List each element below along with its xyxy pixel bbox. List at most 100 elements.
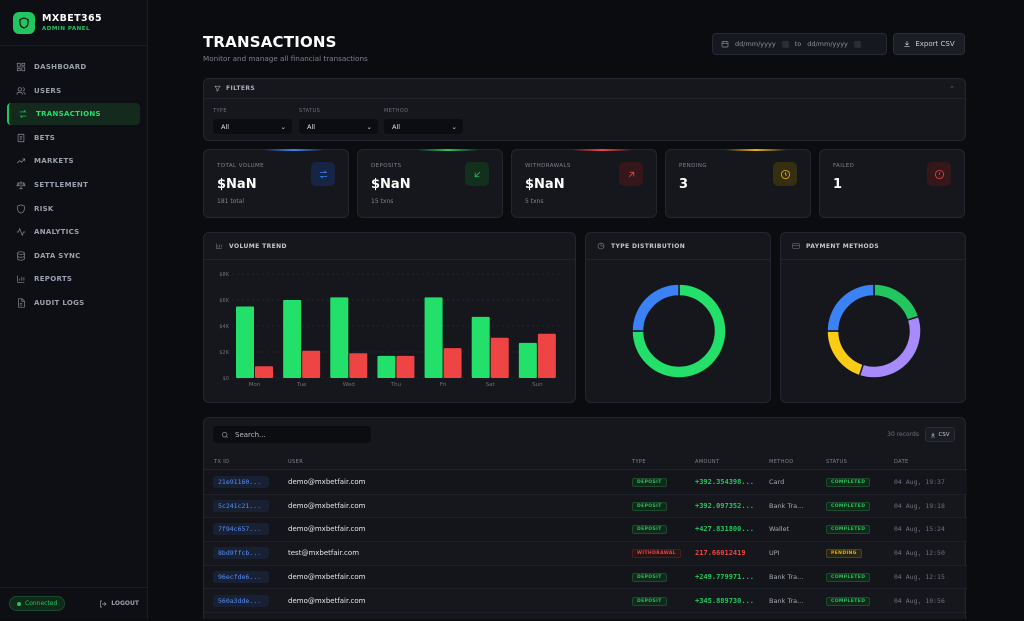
user-email: test@mxbetfair.com	[288, 549, 360, 558]
chevron-up-icon[interactable]: ⌃	[949, 85, 955, 93]
stat-sub: 181 total	[217, 198, 245, 205]
bar	[377, 355, 396, 378]
nav-item-bets[interactable]: BETS	[7, 127, 140, 149]
date: 04 Aug, 12:15	[894, 572, 945, 581]
brand: MXBET365 ADMIN PANEL	[0, 0, 147, 46]
nav-item-data-sync[interactable]: DATA SYNC	[7, 245, 140, 267]
stat-value: 1	[833, 177, 843, 192]
method: Wallet	[769, 525, 790, 534]
filter-type: TYPE All ⌄	[213, 108, 292, 134]
bar	[349, 353, 368, 378]
y-tick-label: $6K	[219, 298, 229, 304]
tx-id[interactable]: 560a3dde...	[213, 594, 269, 607]
status-select[interactable]: All ⌄	[299, 119, 378, 134]
nav-item-markets[interactable]: MARKETS	[7, 150, 140, 172]
panel-title: VOLUME TREND	[229, 242, 287, 250]
bar	[396, 355, 415, 378]
tx-id[interactable]: 5c241c21...	[213, 499, 269, 512]
y-tick-label: $2K	[219, 350, 229, 356]
nav-item-reports[interactable]: REPORTS	[7, 268, 140, 290]
table-row[interactable]: 5c241c21... demo@mxbetfair.com DEPOSIT +392…	[204, 495, 967, 519]
filter-label: STATUS	[299, 108, 321, 114]
type-distribution-panel: TYPE DISTRIBUTION	[585, 232, 771, 403]
stat-card-pending: PENDING 3	[665, 149, 811, 218]
card-glow	[572, 149, 632, 151]
table-row[interactable]: 96ecfde6... demo@mxbetfair.com DEPOSIT +249…	[204, 565, 967, 590]
nav-item-dashboard[interactable]: DASHBOARD	[7, 56, 140, 78]
search-input[interactable]: Search...	[213, 426, 371, 443]
export-csv-button[interactable]: Export CSV	[893, 33, 965, 55]
stat-card-failed: FAILED 1	[819, 149, 965, 218]
shield-icon	[17, 204, 25, 214]
user-email: demo@mxbetfair.com	[288, 596, 366, 605]
nav-item-audit-logs[interactable]: AUDIT LOGS	[7, 292, 140, 314]
csv-button[interactable]: CSV	[925, 427, 955, 442]
date: 04 Aug, 19:37	[894, 478, 945, 486]
nav-label: DATA SYNC	[34, 251, 81, 260]
tx-id[interactable]: 8bd9ffcb...	[213, 547, 269, 560]
arrow-down-left-icon	[465, 162, 489, 186]
table-row[interactable]: 8bd9ffcb... test@mxbetfair.com WITHDRAWAL 2…	[204, 542, 967, 566]
bar	[490, 337, 509, 378]
logo-shield-icon	[13, 11, 35, 34]
panel-title: TYPE DISTRIBUTION	[611, 242, 686, 250]
tx-id[interactable]: 21e91160...	[213, 476, 269, 488]
date-from-picker-icon[interactable]	[781, 40, 789, 48]
alert-circle-icon	[927, 162, 951, 186]
column-header: TYPE	[632, 459, 646, 465]
file-icon	[18, 298, 25, 308]
stat-sub: 5 txns	[525, 198, 544, 205]
stat-value: $NaN	[525, 177, 565, 192]
type-badge: DEPOSIT	[632, 572, 667, 582]
column-header: STATUS	[826, 459, 848, 465]
connection-label: Connected	[25, 600, 58, 607]
bar-chart-icon	[17, 276, 25, 284]
payment-methods-panel: PAYMENT METHODS	[780, 232, 966, 403]
panel-header: PAYMENT METHODS	[781, 233, 965, 260]
stat-label: FAILED	[833, 163, 855, 169]
nav-item-users[interactable]: USERS	[7, 80, 140, 102]
filter-label: TYPE	[213, 108, 227, 114]
nav-item-transactions[interactable]: TRANSACTIONS	[7, 103, 140, 126]
users-icon	[16, 86, 26, 95]
bar-chart-icon	[216, 243, 222, 249]
tx-id[interactable]: 96ecfde6...	[213, 570, 269, 583]
nav-item-risk[interactable]: RISK	[7, 198, 140, 220]
tx-id[interactable]: 7f94c657...	[213, 523, 269, 536]
date: 04 Aug, 15:24	[894, 525, 945, 534]
table-row[interactable]: 560a3dde... demo@mxbetfair.com DEPOSIT +345…	[204, 590, 967, 614]
csv-label: CSV	[938, 431, 950, 438]
column-header: METHOD	[769, 459, 794, 465]
panel-title: PAYMENT METHODS	[806, 242, 880, 250]
database-icon	[17, 251, 25, 261]
stat-card-deposits: DEPOSITS $NaN 15 txns	[357, 149, 503, 218]
logout-button[interactable]: LOGOUT	[99, 600, 139, 608]
table-row[interactable]: 21e91160... demo@mxbetfair.com DEPOSIT +392…	[204, 471, 967, 495]
date-to-input[interactable]: dd/mm/yyyy	[807, 40, 848, 48]
amount: +427.831800...	[695, 525, 755, 534]
stat-label: DEPOSITS	[371, 163, 402, 169]
pie-chart-icon	[597, 242, 605, 250]
method-select[interactable]: All ⌄	[384, 119, 463, 134]
panel-header: VOLUME TREND	[204, 233, 575, 260]
table-row[interactable]: 7f94c657... demo@mxbetfair.com DEPOSIT +427…	[204, 518, 967, 543]
type-select[interactable]: All ⌄	[213, 119, 292, 134]
nav-label: USERS	[34, 86, 62, 95]
nav-item-settlement[interactable]: SETTLEMENT	[7, 174, 140, 196]
amount: +392.097352...	[695, 501, 755, 510]
filters-header[interactable]: FILTERS	[204, 79, 965, 99]
card-glow	[264, 149, 324, 151]
status-select-value: All	[307, 122, 316, 131]
scale-icon	[16, 181, 26, 190]
donut-slice	[631, 283, 727, 379]
nav-item-analytics[interactable]: ANALYTICS	[7, 221, 140, 243]
y-tick-label: $8K	[219, 272, 229, 278]
user-email: demo@mxbetfair.com	[288, 572, 366, 581]
status-badge: COMPLETED	[826, 596, 871, 606]
date-from-input[interactable]: dd/mm/yyyy	[735, 40, 776, 48]
chevron-down-icon: ⌄	[451, 122, 457, 131]
brand-name: MXBET365	[42, 13, 103, 24]
type-badge: DEPOSIT	[632, 596, 667, 606]
date-to-picker-icon[interactable]	[853, 40, 861, 48]
filters-panel: FILTERS ⌃ TYPE All ⌄ STATUS All ⌄ METHOD A…	[203, 78, 966, 141]
